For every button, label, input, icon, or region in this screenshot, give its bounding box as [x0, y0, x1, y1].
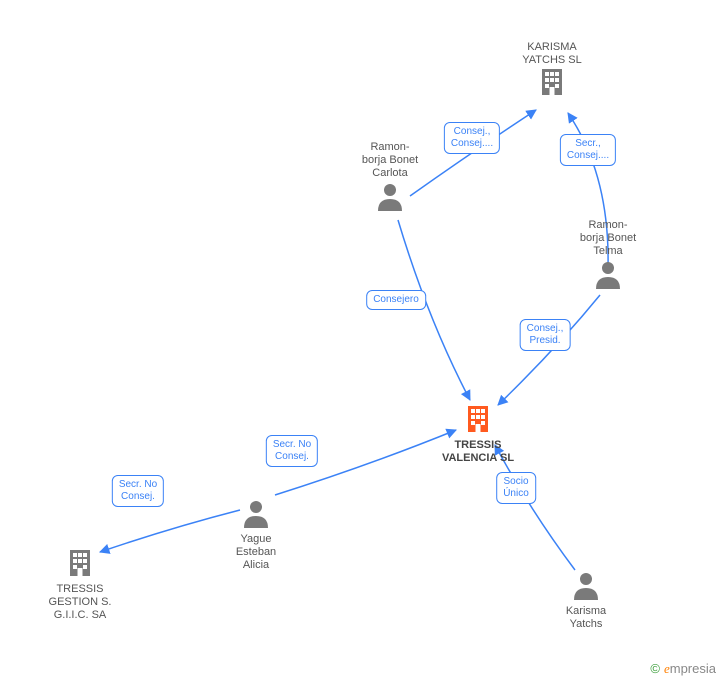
node-tressis_valencia[interactable]: TRESSISVALENCIA SL	[433, 404, 523, 465]
node-karisma_yatchs_sl[interactable]: KARISMAYATCHS SL	[507, 41, 597, 102]
person-icon	[242, 498, 270, 533]
node-karisma_yatchs[interactable]: KarismaYatchs	[541, 570, 631, 631]
node-label: TRESSISVALENCIA SL	[433, 439, 523, 465]
edge-label-carlota-karisma_yatchs_sl: Consej.,Consej....	[444, 122, 500, 154]
person-icon	[376, 181, 404, 216]
person-icon	[572, 570, 600, 605]
edge-label-telma-karisma_yatchs_sl: Secr.,Consej....	[560, 134, 616, 166]
edge-label-carlota-tressis_valencia: Consejero	[366, 290, 426, 310]
building-icon	[463, 404, 493, 439]
node-label: KARISMAYATCHS SL	[507, 41, 597, 67]
node-yague[interactable]: YagueEstebanAlicia	[211, 498, 301, 573]
edge-label-karisma_yatchs-tressis_valencia: SocioÚnico	[496, 472, 536, 504]
node-tressis_gestion[interactable]: TRESSISGESTION S.G.I.I.C. SA	[35, 548, 125, 623]
building-icon	[65, 548, 95, 583]
watermark: ©empresia	[650, 661, 716, 677]
copyright-symbol: ©	[650, 661, 660, 676]
node-carlota[interactable]: Ramon-borja BonetCarlota	[345, 141, 435, 216]
node-label: Ramon-borja BonetTelma	[563, 219, 653, 259]
node-label: KarismaYatchs	[541, 605, 631, 631]
edge-label-telma-tressis_valencia: Consej.,Presid.	[520, 319, 571, 351]
person-icon	[594, 259, 622, 294]
node-telma[interactable]: Ramon-borja BonetTelma	[563, 219, 653, 294]
node-label: TRESSISGESTION S.G.I.I.C. SA	[35, 583, 125, 623]
edge-label-yague-tressis_valencia: Secr. NoConsej.	[266, 435, 318, 467]
node-label: Ramon-borja BonetCarlota	[345, 141, 435, 181]
node-label: YagueEstebanAlicia	[211, 533, 301, 573]
edge-carlota-tressis_valencia	[398, 220, 470, 400]
building-icon	[537, 67, 567, 102]
edge-label-yague-tressis_gestion: Secr. NoConsej.	[112, 475, 164, 507]
watermark-text: mpresia	[670, 661, 716, 676]
